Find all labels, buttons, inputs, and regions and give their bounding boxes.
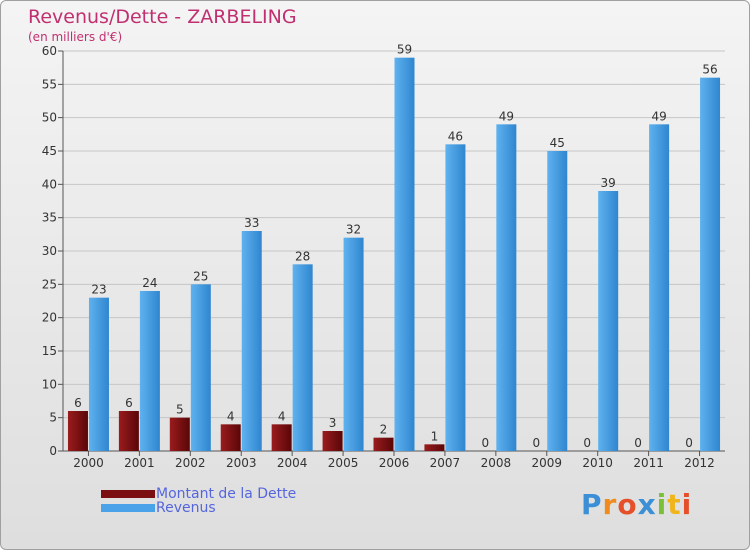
y-tick-label: 55 [42,77,57,91]
data-label: 28 [295,249,310,263]
legend-swatch-dette [101,490,155,498]
data-label: 5 [176,403,184,417]
y-tick-label: 50 [42,111,57,125]
y-tick-label: 45 [42,144,57,158]
data-label: 46 [448,129,463,143]
bar-revenus-2008 [496,124,517,451]
proxiti-logo: Proxiti [581,488,693,521]
data-label: 6 [125,396,133,410]
y-tick-label: 30 [42,244,57,258]
bar-revenus-2004 [292,264,313,451]
data-label: 24 [142,276,157,290]
data-label: 59 [397,43,412,57]
data-label: 6 [74,396,82,410]
data-label: 56 [702,63,717,77]
bar-revenus-2003 [241,231,262,451]
bar-revenus-2010 [598,191,619,451]
data-label: 39 [601,176,616,190]
x-tick-label: 2010 [582,456,613,470]
chart-subtitle: (en milliers d'€) [28,30,123,44]
bar-revenus-2006 [394,57,415,452]
bar-revenus-2009 [547,151,568,451]
legend-label-dette: Montant de la Dette [156,486,297,502]
bar-dette-2005 [322,431,343,451]
x-tick-label: 2000 [73,456,104,470]
bar-revenus-2005 [343,237,364,451]
bar-chart: 0510152025303540455055602000623200162420… [42,43,725,470]
x-tick-label: 2012 [684,456,715,470]
x-tick-label: 2006 [379,456,410,470]
data-label: 2 [380,423,388,437]
x-tick-label: 2007 [430,456,461,470]
chart-title: Revenus/Dette - ZARBELING [28,6,297,28]
legend-swatch-revenus [101,504,155,512]
y-tick-label: 60 [42,44,57,58]
x-tick-label: 2005 [328,456,359,470]
data-label: 23 [91,283,106,297]
bar-dette-2004 [271,424,292,451]
bar-revenus-2011 [649,124,670,451]
bar-revenus-2007 [445,144,466,452]
data-label: 0 [532,436,540,450]
data-label: 4 [227,409,235,423]
data-label: 33 [244,216,259,230]
bar-dette-2001 [118,411,139,451]
bar-dette-2003 [220,424,241,451]
bar-dette-2006 [373,437,394,451]
y-tick-label: 10 [42,377,57,391]
data-label: 4 [278,409,286,423]
x-tick-label: 2004 [277,456,308,470]
bar-revenus-2002 [190,284,211,451]
data-label: 49 [651,109,666,123]
y-tick-label: 15 [42,344,57,358]
bar-dette-2000 [67,411,88,451]
bar-dette-2007 [424,444,445,451]
y-tick-label: 35 [42,211,57,225]
bar-revenus-2000 [88,297,109,451]
x-tick-label: 2011 [633,456,664,470]
legend-label-revenus: Revenus [156,500,216,516]
data-label: 3 [329,416,337,430]
x-tick-label: 2009 [531,456,562,470]
x-tick-label: 2003 [226,456,257,470]
x-tick-label: 2002 [175,456,206,470]
x-tick-label: 2008 [481,456,512,470]
y-tick-label: 25 [42,277,57,291]
data-label: 1 [431,429,439,443]
bar-revenus-2012 [700,77,721,452]
data-label: 25 [193,269,208,283]
data-label: 45 [550,136,565,150]
bar-dette-2002 [169,417,190,451]
data-label: 0 [482,436,490,450]
data-label: 0 [685,436,693,450]
y-tick-label: 20 [42,311,57,325]
data-label: 32 [346,223,361,237]
data-label: 0 [583,436,591,450]
x-tick-label: 2001 [124,456,155,470]
bar-revenus-2001 [139,291,160,451]
data-label: 0 [634,436,642,450]
data-label: 49 [499,109,514,123]
y-tick-label: 40 [42,177,57,191]
y-tick-label: 5 [49,411,57,425]
y-tick-label: 0 [49,444,57,458]
